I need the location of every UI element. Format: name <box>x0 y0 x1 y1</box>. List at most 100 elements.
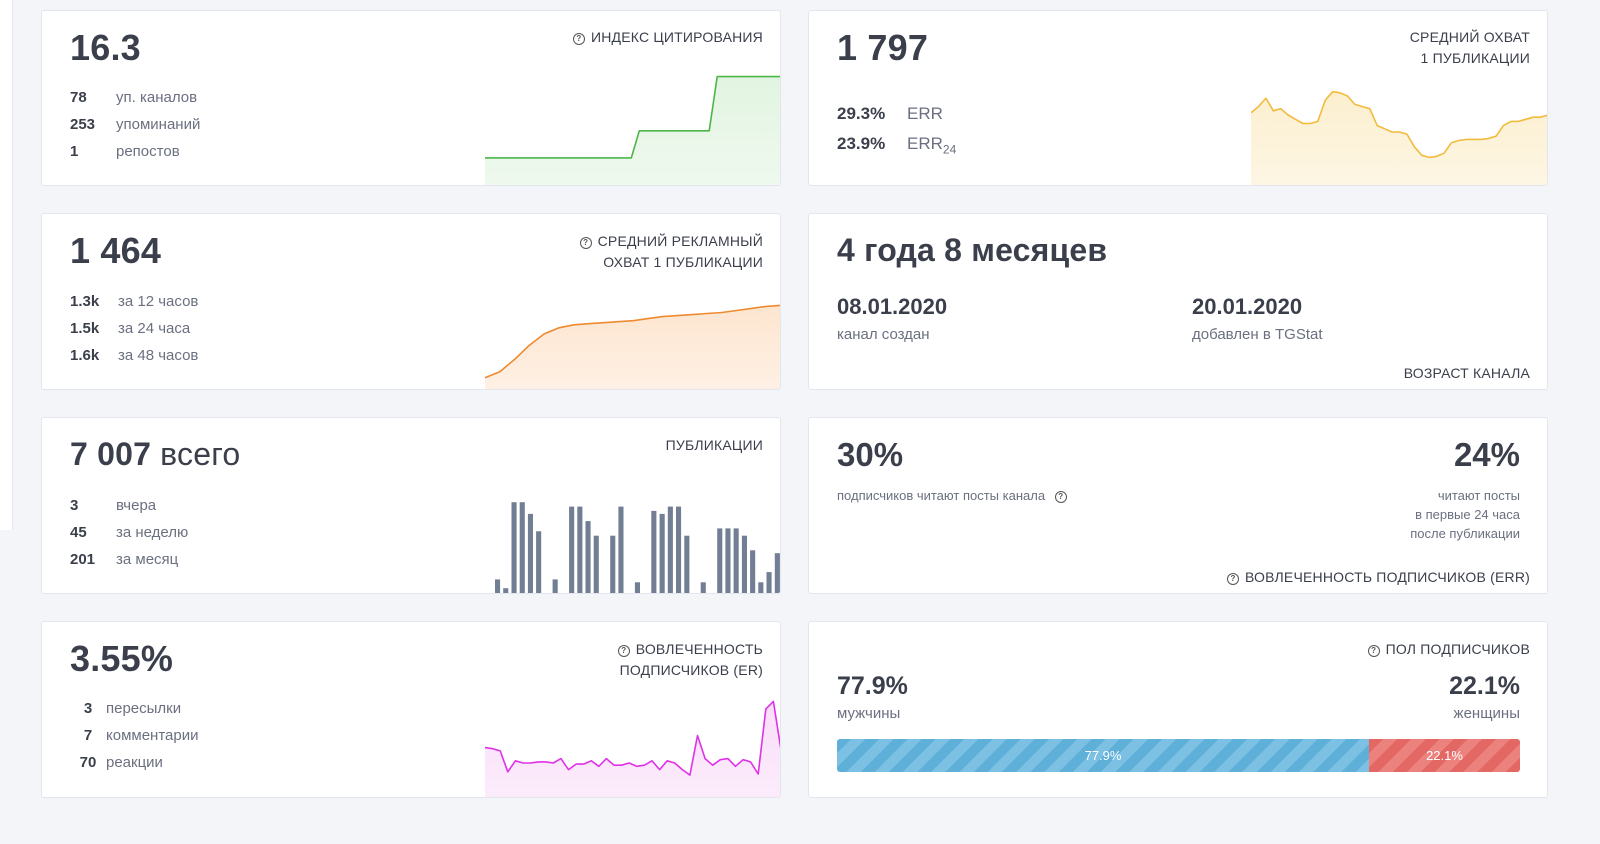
publication-bar[interactable] <box>593 535 599 594</box>
ad-reach-card: 1 464 ? СРЕДНИЙ РЕКЛАМНЫЙ ОХВАТ 1 ПУБЛИКА… <box>41 213 781 390</box>
stat-label: за неделю <box>116 524 189 541</box>
citation-stats: 78 уп. каналов 253 упоминаний 1 репостов <box>70 84 200 165</box>
err-stats: 29.3% ERR 23.9% ERR24 <box>837 99 956 164</box>
chart-series-line <box>1251 90 1547 159</box>
publication-bar[interactable] <box>577 506 583 594</box>
publication-bar[interactable] <box>676 506 682 594</box>
title-line: 1 ПУБЛИКАЦИИ <box>1420 50 1530 66</box>
label-line: в первые 24 часа <box>1415 507 1520 522</box>
publications-count: 7 007 <box>70 436 152 472</box>
err-row: 29.3% ERR <box>837 99 956 129</box>
err-label: ERR <box>907 104 943 123</box>
ad-reach-title[interactable]: ? СРЕДНИЙ РЕКЛАМНЫЙ ОХВАТ 1 ПУБЛИКАЦИИ <box>579 231 763 273</box>
channel-age-title: ВОЗРАСТ КАНАЛА <box>1403 365 1530 381</box>
err-engagement-title[interactable]: ? ВОВЛЕЧЕННОСТЬ ПОДПИСЧИКОВ (ERR) <box>1226 567 1530 588</box>
question-icon: ? <box>617 645 630 657</box>
publication-bar[interactable] <box>725 528 731 594</box>
stat-label: упоминаний <box>116 116 201 133</box>
publication-bar[interactable] <box>585 521 591 594</box>
publication-bar[interactable] <box>733 528 739 594</box>
stat-label: реакции <box>106 754 163 771</box>
average-reach-value: 1 797 <box>837 27 929 68</box>
stat-label: комментарии <box>106 727 199 744</box>
stat-number: 253 <box>70 116 96 133</box>
publication-bar[interactable] <box>519 502 525 594</box>
publication-bar[interactable] <box>659 513 665 594</box>
title-line: ? СРЕДНИЙ РЕКЛАМНЫЙ <box>579 231 763 252</box>
channel-age-value: 4 года 8 месяцев <box>837 232 1108 268</box>
publications-stats: 3 вчера 45 за неделю 201 за месяц <box>70 492 188 573</box>
chart-series-line <box>485 304 780 379</box>
ad-reach-chart <box>485 304 780 389</box>
average-reach-chart <box>1251 90 1547 185</box>
er-stats: 3 пересылки 7 комментарии 70 реакции <box>70 695 199 776</box>
publication-bar[interactable] <box>527 513 533 594</box>
stat-number: 1 <box>70 143 79 160</box>
added-label: добавлен в TGStat <box>1192 326 1323 343</box>
left-sidebar-edge <box>0 0 13 530</box>
stat-number: 1.5k <box>70 320 100 337</box>
stat-label: за 48 часов <box>118 347 199 364</box>
publication-bar[interactable] <box>684 535 690 594</box>
publication-bar[interactable] <box>552 579 558 594</box>
question-icon: ? <box>1054 491 1067 503</box>
publications-value: 7 007 всего <box>70 436 240 473</box>
stat-label: пересылки <box>106 700 182 717</box>
stat-label: за месяц <box>116 551 179 568</box>
err24-row: 23.9% ERR24 <box>837 129 956 164</box>
er-title[interactable]: ? ВОВЛЕЧЕННОСТЬ ПОДПИСЧИКОВ (ER) <box>617 639 763 681</box>
stat-row: 1.6k за 48 часов <box>70 342 198 369</box>
stat-row: 70 реакции <box>70 749 198 776</box>
gender-title[interactable]: ? ПОЛ ПОДПИСЧИКОВ <box>1367 639 1530 660</box>
stat-number: 78 <box>70 89 87 106</box>
publication-bar[interactable] <box>511 502 517 594</box>
publication-bar[interactable] <box>758 582 764 594</box>
err-left-label-text: подписчиков читают посты канала <box>837 488 1046 503</box>
citation-index-title[interactable]: ? ИНДЕКС ЦИТИРОВАНИЯ <box>572 27 763 48</box>
stat-row: 45 за неделю <box>70 519 188 546</box>
title-line: ? ВОВЛЕЧЕННОСТЬ <box>617 639 763 660</box>
stat-row: 3 пересылки <box>70 695 198 722</box>
publication-bar[interactable] <box>495 579 501 594</box>
publication-bar[interactable] <box>741 535 747 594</box>
publication-bar[interactable] <box>610 535 616 594</box>
ad-reach-value: 1 464 <box>70 230 162 271</box>
publication-bar[interactable] <box>750 550 756 594</box>
publication-bar[interactable] <box>503 588 509 594</box>
publication-bar[interactable] <box>634 582 640 594</box>
stat-label: за 12 часов <box>118 293 199 310</box>
stat-number: 1.3k <box>70 293 100 310</box>
chart-series-line <box>485 700 780 776</box>
title-line: СРЕДНИЙ ОХВАТ <box>1409 29 1530 45</box>
citation-index-card: 16.3 ? ИНДЕКС ЦИТИРОВАНИЯ 78 уп. каналов 2… <box>41 10 781 186</box>
stat-number: 70 <box>79 754 97 771</box>
err-right-label: читают посты в первые 24 часа после публ… <box>1410 486 1520 543</box>
publication-bar[interactable] <box>618 506 624 594</box>
chart-area-fill <box>485 701 780 797</box>
stat-label: уп. каналов <box>116 89 198 106</box>
stat-number: 1.6k <box>70 347 100 364</box>
stat-label: репостов <box>116 143 180 160</box>
label-line: читают посты <box>1437 488 1520 503</box>
publication-bar[interactable] <box>667 506 673 594</box>
publication-bar[interactable] <box>766 572 772 594</box>
publications-chart <box>495 502 780 594</box>
title-line: ОХВАТ 1 ПУБЛИКАЦИИ <box>603 254 763 270</box>
stat-number: 201 <box>70 551 96 568</box>
publication-bar[interactable] <box>717 528 723 594</box>
citation-index-value: 16.3 <box>70 27 141 68</box>
publication-bar[interactable] <box>700 582 706 594</box>
err24-value: 23.9% <box>837 134 886 153</box>
err24-label-text: ERR <box>907 134 943 153</box>
publication-bar[interactable] <box>651 510 657 594</box>
stat-number: 45 <box>70 524 87 541</box>
err-left-label[interactable]: подписчиков читают посты канала ? <box>837 486 1067 505</box>
label-line: после публикации <box>1410 526 1520 541</box>
added-date: 20.01.2020 <box>1192 294 1303 319</box>
publication-bar[interactable] <box>536 531 542 594</box>
created-date: 08.01.2020 <box>837 294 948 319</box>
stat-row: 3 вчера <box>70 492 188 519</box>
gender-card: ? ПОЛ ПОДПИСЧИКОВ 77.9% мужчины 22.1% жен… <box>808 621 1548 798</box>
publication-bar[interactable] <box>774 553 780 594</box>
publication-bar[interactable] <box>569 506 575 594</box>
